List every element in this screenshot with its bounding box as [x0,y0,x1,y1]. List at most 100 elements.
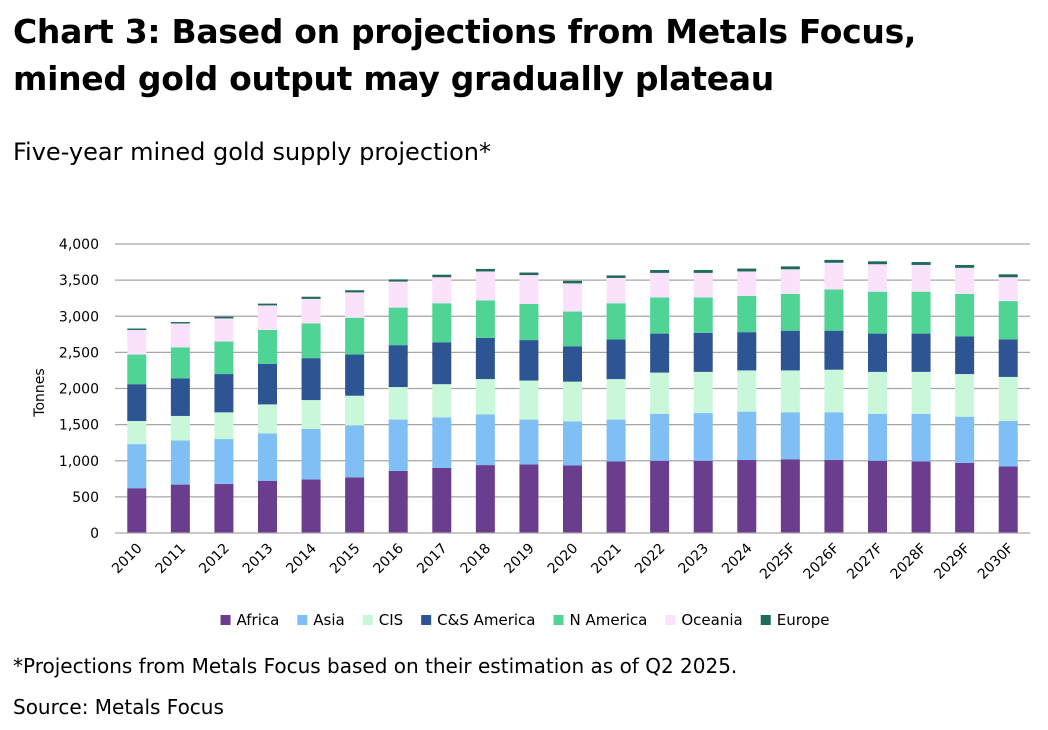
x-tick-label: 2010 [109,541,146,578]
bar-segment-asia [824,412,844,461]
stacked-bar-chart: 05001,0001,5002,0002,5003,0003,5004,000 … [32,237,1030,629]
bar-segment-europe [737,268,757,272]
legend-label: Africa [237,611,280,629]
legend-label: CIS [379,611,403,629]
bar-segment-n-america [693,297,713,333]
bar-segment-oceania [824,262,844,290]
bar-segment-europe [998,274,1018,278]
legend-swatch [362,615,373,625]
bar-segment-europe [650,270,670,273]
source-note: Source: Metals Focus [13,695,224,719]
bar-segment-asia [780,412,800,460]
bar-segment-africa [868,460,887,533]
bar-segment-c-s-america [650,333,670,373]
bar-segment-cis [214,412,234,440]
bar-segment-africa [606,461,626,533]
bar-segment-oceania [170,323,190,348]
bar-segment-europe [519,272,539,276]
x-tick-label: 2012 [196,541,233,578]
bar-segment-europe [127,328,147,330]
bar-segment-cis [432,384,452,418]
bar-segment-cis [388,387,408,420]
bar-segment-europe [258,303,277,306]
bar-segment-c-s-america [737,332,757,371]
bar-segment-c-s-america [432,342,452,385]
legend-swatch [421,615,432,625]
bars [127,259,1018,533]
bar-segment-n-america [737,296,757,333]
bar-segment-europe [345,290,365,293]
x-tick-label: 2011 [153,541,190,578]
bar-segment-c-s-america [780,330,800,371]
chart-subtitle: Five-year mined gold supply projection* [13,138,491,166]
bar-segment-c-s-america [955,336,975,375]
bar-segment-africa [650,460,670,533]
bar-segment-cis [258,404,277,434]
bar-segment-asia [301,428,321,480]
legend-item: Oceania [665,611,743,629]
bar-segment-cis [170,415,190,441]
bar-segment-europe [955,264,975,268]
x-tick-label: 2013 [240,541,277,578]
bar-segment-cis [650,372,670,414]
bar-segment-n-america [563,311,582,347]
x-tick-label: 2016 [371,540,408,577]
legend-label: Europe [777,611,830,629]
bar-segment-oceania [955,267,975,294]
bar-segment-c-s-america [345,354,365,396]
legend-swatch [553,615,564,625]
bar-segment-europe [388,279,408,282]
bar-segment-c-s-america [170,378,190,416]
legend: Africa Asia CIS C&S America N America Oceania… [220,611,830,629]
footnote: *Projections from Metals Focus based on … [13,654,738,678]
bar-segment-europe [214,316,234,319]
bar-segment-cis [301,400,321,429]
bar-segment-europe [693,270,713,273]
bar-segment-cis [911,371,931,414]
bar-segment-cis [998,376,1018,422]
bar-segment-n-america [475,300,495,338]
x-tick-label: 2029F [931,541,973,583]
bar-segment-europe [606,275,626,278]
bar-segment-cis [824,369,844,413]
bar-segment-asia [998,421,1018,467]
bar-segment-oceania [868,264,887,292]
bar-segment-africa [301,479,321,533]
bar-segment-n-america [519,303,539,341]
bar-segment-c-s-america [606,339,626,380]
x-tick-label: 2019 [501,541,538,578]
x-tick-label: 2020 [545,541,582,578]
bar-segment-africa [737,460,757,533]
bar-segment-asia [650,413,670,461]
y-tick-label: 2,000 [59,382,99,398]
bar-segment-europe [911,262,931,265]
x-tick-label: 2017 [414,541,451,578]
bar-segment-n-america [214,341,234,375]
chart-area: 0 500 1,000 1,500 2,000 2,500 3,000 3,500 4,000 … [0,220,1048,650]
bar-segment-oceania [563,283,582,312]
legend-item: Africa [220,611,280,629]
x-tick-labels: 2010 2011 2012 2013 2014 2015 2016 2017 2018 2019… [109,540,1017,582]
x-tick-label: 2027F [844,541,886,583]
bar-segment-oceania [693,272,713,298]
bar-segment-n-america [258,329,277,364]
bar-segment-europe [868,261,887,265]
bar-segment-cis [519,380,539,420]
bar-segment-asia [432,417,452,468]
bar-segment-africa [170,484,190,533]
bar-segment-oceania [432,277,452,304]
bar-segment-c-s-america [214,374,234,413]
bar-segment-asia [955,416,975,463]
bar-segment-europe [432,274,452,278]
bar-segment-c-s-america [998,339,1018,377]
chart-title: Chart 3: Based on projections from Metal… [13,12,917,98]
bar-segment-n-america [388,307,408,346]
bar-segment-cis [345,395,365,426]
bar-segment-europe [563,280,582,284]
bar-segment-asia [519,419,539,465]
bar-segment-asia [170,440,190,485]
x-tick-label: 2026F [801,541,843,583]
bar-segment-oceania [737,271,757,297]
bar-segment-cis [606,379,626,420]
x-tick-label: 2028F [888,541,930,583]
